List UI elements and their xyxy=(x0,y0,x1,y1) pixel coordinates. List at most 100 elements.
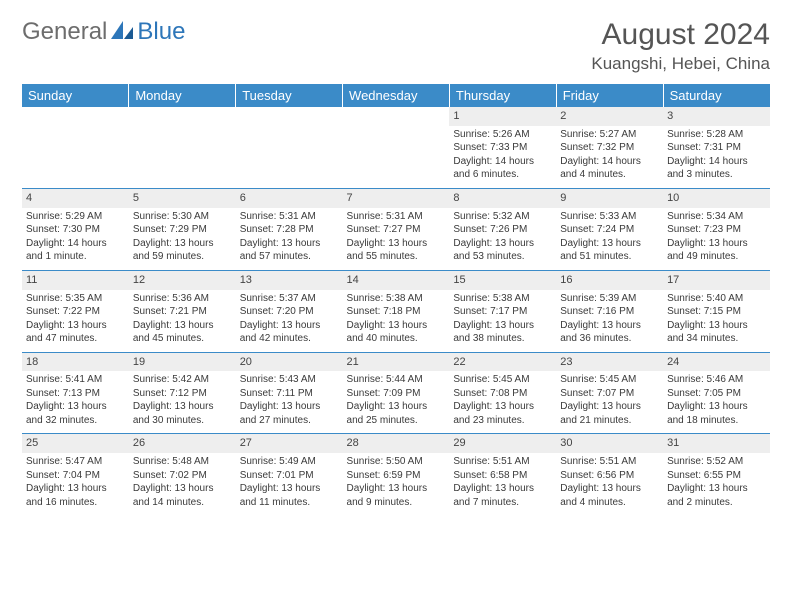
daylight-text: Daylight: 13 hours and 4 minutes. xyxy=(560,482,659,509)
sunset-text: Sunset: 7:23 PM xyxy=(667,223,766,237)
sunrise-text: Sunrise: 5:35 AM xyxy=(26,292,125,306)
calendar-day-cell: 25Sunrise: 5:47 AMSunset: 7:04 PMDayligh… xyxy=(22,434,129,515)
weekday-header-row: Sunday Monday Tuesday Wednesday Thursday… xyxy=(22,84,770,107)
sunset-text: Sunset: 6:56 PM xyxy=(560,469,659,483)
day-number: 27 xyxy=(236,434,343,453)
calendar-day-cell: 10Sunrise: 5:34 AMSunset: 7:23 PMDayligh… xyxy=(663,188,770,270)
sunset-text: Sunset: 7:08 PM xyxy=(453,387,552,401)
daylight-text: Daylight: 13 hours and 59 minutes. xyxy=(133,237,232,264)
calendar-day-cell: 2Sunrise: 5:27 AMSunset: 7:32 PMDaylight… xyxy=(556,107,663,188)
sunrise-text: Sunrise: 5:27 AM xyxy=(560,128,659,142)
calendar-day-cell: 28Sunrise: 5:50 AMSunset: 6:59 PMDayligh… xyxy=(343,434,450,515)
calendar-day-cell: 7Sunrise: 5:31 AMSunset: 7:27 PMDaylight… xyxy=(343,188,450,270)
sunset-text: Sunset: 7:28 PM xyxy=(240,223,339,237)
day-number: 5 xyxy=(129,189,236,208)
calendar-day-cell: 6Sunrise: 5:31 AMSunset: 7:28 PMDaylight… xyxy=(236,188,343,270)
day-number: 9 xyxy=(556,189,663,208)
weekday-header: Friday xyxy=(556,84,663,107)
day-number: 30 xyxy=(556,434,663,453)
daylight-text: Daylight: 13 hours and 27 minutes. xyxy=(240,400,339,427)
daylight-text: Daylight: 13 hours and 7 minutes. xyxy=(453,482,552,509)
day-number: 12 xyxy=(129,271,236,290)
sunrise-text: Sunrise: 5:40 AM xyxy=(667,292,766,306)
day-number: 31 xyxy=(663,434,770,453)
sunset-text: Sunset: 7:26 PM xyxy=(453,223,552,237)
daylight-text: Daylight: 13 hours and 25 minutes. xyxy=(347,400,446,427)
sunset-text: Sunset: 7:30 PM xyxy=(26,223,125,237)
day-number: 10 xyxy=(663,189,770,208)
sunset-text: Sunset: 7:33 PM xyxy=(453,141,552,155)
sunrise-text: Sunrise: 5:30 AM xyxy=(133,210,232,224)
sunset-text: Sunset: 7:11 PM xyxy=(240,387,339,401)
day-number: 8 xyxy=(449,189,556,208)
calendar-day-cell: 31Sunrise: 5:52 AMSunset: 6:55 PMDayligh… xyxy=(663,434,770,515)
sunset-text: Sunset: 7:31 PM xyxy=(667,141,766,155)
sunrise-text: Sunrise: 5:34 AM xyxy=(667,210,766,224)
day-number: 16 xyxy=(556,271,663,290)
calendar-day-cell xyxy=(343,107,450,188)
brand-part1: General xyxy=(22,18,107,46)
daylight-text: Daylight: 13 hours and 14 minutes. xyxy=(133,482,232,509)
sunset-text: Sunset: 7:32 PM xyxy=(560,141,659,155)
daylight-text: Daylight: 13 hours and 47 minutes. xyxy=(26,319,125,346)
sunrise-text: Sunrise: 5:32 AM xyxy=(453,210,552,224)
weekday-header: Saturday xyxy=(663,84,770,107)
calendar-day-cell: 11Sunrise: 5:35 AMSunset: 7:22 PMDayligh… xyxy=(22,270,129,352)
sunset-text: Sunset: 7:15 PM xyxy=(667,305,766,319)
sunrise-text: Sunrise: 5:39 AM xyxy=(560,292,659,306)
sunset-text: Sunset: 7:16 PM xyxy=(560,305,659,319)
daylight-text: Daylight: 13 hours and 51 minutes. xyxy=(560,237,659,264)
daylight-text: Daylight: 13 hours and 16 minutes. xyxy=(26,482,125,509)
calendar-week-row: 4Sunrise: 5:29 AMSunset: 7:30 PMDaylight… xyxy=(22,188,770,270)
page-header: General Blue August 2024 Kuangshi, Hebei… xyxy=(22,18,770,74)
calendar-day-cell: 26Sunrise: 5:48 AMSunset: 7:02 PMDayligh… xyxy=(129,434,236,515)
weekday-header: Monday xyxy=(129,84,236,107)
sunrise-text: Sunrise: 5:41 AM xyxy=(26,373,125,387)
sunset-text: Sunset: 7:13 PM xyxy=(26,387,125,401)
daylight-text: Daylight: 13 hours and 21 minutes. xyxy=(560,400,659,427)
calendar-day-cell: 15Sunrise: 5:38 AMSunset: 7:17 PMDayligh… xyxy=(449,270,556,352)
day-number: 26 xyxy=(129,434,236,453)
day-number: 23 xyxy=(556,353,663,372)
sunrise-text: Sunrise: 5:45 AM xyxy=(453,373,552,387)
day-number: 7 xyxy=(343,189,450,208)
daylight-text: Daylight: 13 hours and 2 minutes. xyxy=(667,482,766,509)
day-number: 2 xyxy=(556,107,663,126)
day-number: 3 xyxy=(663,107,770,126)
daylight-text: Daylight: 13 hours and 23 minutes. xyxy=(453,400,552,427)
sunrise-text: Sunrise: 5:28 AM xyxy=(667,128,766,142)
day-number: 28 xyxy=(343,434,450,453)
weekday-header: Tuesday xyxy=(236,84,343,107)
sunrise-text: Sunrise: 5:33 AM xyxy=(560,210,659,224)
daylight-text: Daylight: 14 hours and 1 minute. xyxy=(26,237,125,264)
sunset-text: Sunset: 6:55 PM xyxy=(667,469,766,483)
sunrise-text: Sunrise: 5:46 AM xyxy=(667,373,766,387)
sunset-text: Sunset: 7:21 PM xyxy=(133,305,232,319)
calendar-day-cell: 13Sunrise: 5:37 AMSunset: 7:20 PMDayligh… xyxy=(236,270,343,352)
weekday-header: Wednesday xyxy=(343,84,450,107)
daylight-text: Daylight: 13 hours and 57 minutes. xyxy=(240,237,339,264)
sunrise-text: Sunrise: 5:51 AM xyxy=(560,455,659,469)
sunrise-text: Sunrise: 5:44 AM xyxy=(347,373,446,387)
day-number: 15 xyxy=(449,271,556,290)
day-number: 14 xyxy=(343,271,450,290)
daylight-text: Daylight: 13 hours and 40 minutes. xyxy=(347,319,446,346)
sunrise-text: Sunrise: 5:47 AM xyxy=(26,455,125,469)
day-number: 20 xyxy=(236,353,343,372)
day-number: 11 xyxy=(22,271,129,290)
sunset-text: Sunset: 7:04 PM xyxy=(26,469,125,483)
calendar-week-row: 11Sunrise: 5:35 AMSunset: 7:22 PMDayligh… xyxy=(22,270,770,352)
weekday-header: Sunday xyxy=(22,84,129,107)
brand-logo: General Blue xyxy=(22,18,185,46)
calendar-day-cell: 27Sunrise: 5:49 AMSunset: 7:01 PMDayligh… xyxy=(236,434,343,515)
calendar-day-cell: 12Sunrise: 5:36 AMSunset: 7:21 PMDayligh… xyxy=(129,270,236,352)
day-number: 22 xyxy=(449,353,556,372)
day-number: 21 xyxy=(343,353,450,372)
sunset-text: Sunset: 7:27 PM xyxy=(347,223,446,237)
calendar-day-cell: 1Sunrise: 5:26 AMSunset: 7:33 PMDaylight… xyxy=(449,107,556,188)
sunset-text: Sunset: 7:07 PM xyxy=(560,387,659,401)
day-number: 13 xyxy=(236,271,343,290)
sunset-text: Sunset: 7:12 PM xyxy=(133,387,232,401)
daylight-text: Daylight: 13 hours and 9 minutes. xyxy=(347,482,446,509)
sunrise-text: Sunrise: 5:38 AM xyxy=(347,292,446,306)
